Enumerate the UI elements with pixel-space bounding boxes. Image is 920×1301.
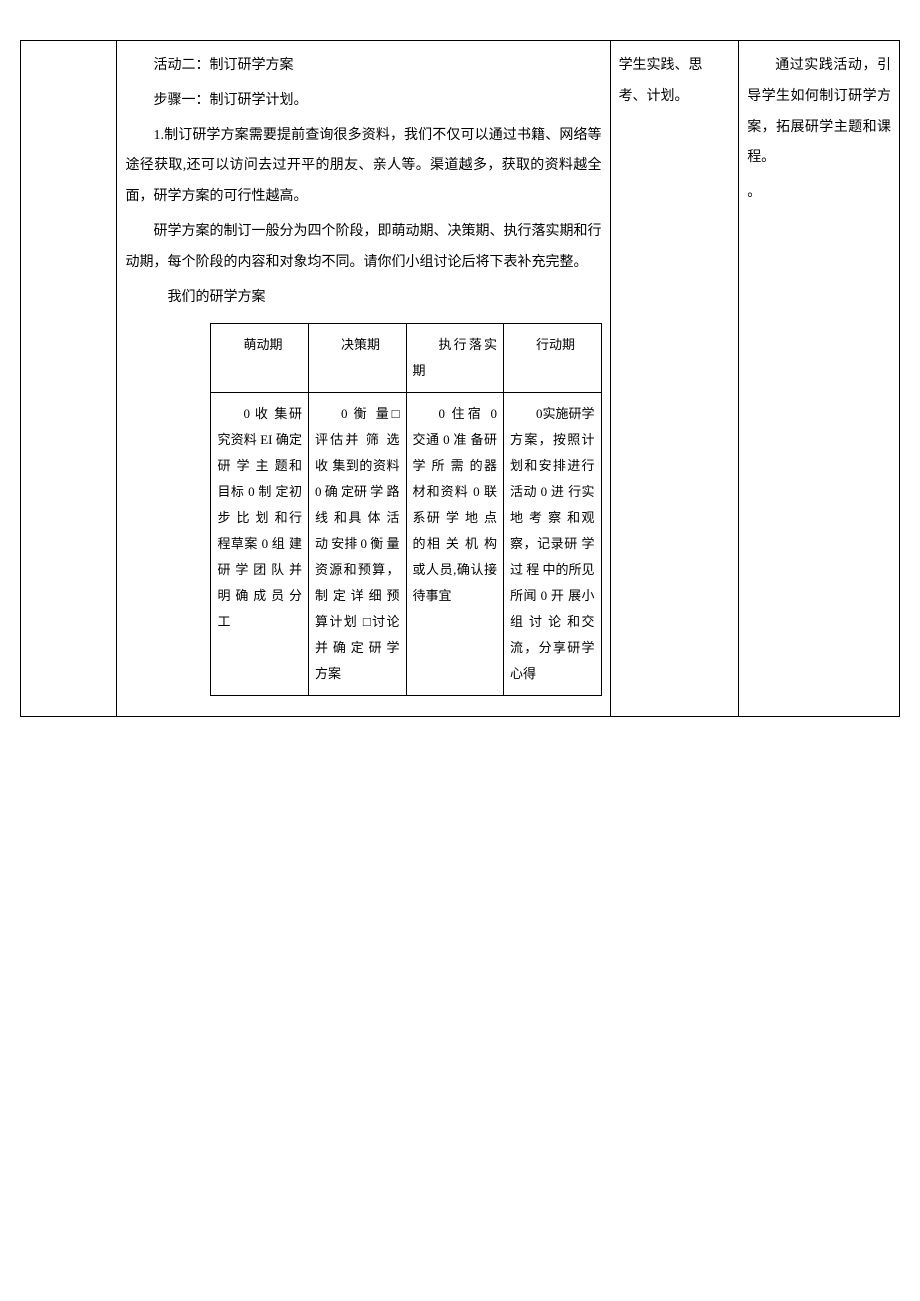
phase-cell-3: 0 住宿 0 交通 0 准 备研 学 所 需 的器材和资料 0 联 系研 学 地… <box>406 393 504 696</box>
phase-header-1: 萌动期 <box>211 324 309 393</box>
paragraph-2: 研学方案的制订一般分为四个阶段，即萌动期、决策期、执行落实期和行动期，每个阶段的… <box>125 217 601 279</box>
phase-cell-1: 0 收 集研究资料 EI 确定 研 学 主 题和目标 0 制 定初 步 比 划 … <box>211 393 309 696</box>
col-student-activity: 学生实践、思考、计划。 <box>610 41 739 717</box>
paragraph-1: 1.制订研学方案需要提前查询很多资料，我们不仅可以通过书籍、网络等途径获取,还可… <box>125 121 601 213</box>
design-intent-text: 通过实践活动，引导学生如何制订研学方案，拓展研学主题和课程。 <box>747 51 891 174</box>
study-plan-phases-table: 萌动期 决策期 执行落实期 行动期 0 收 集研究资料 EI 确定 研 学 主 … <box>210 323 601 696</box>
phase-header-4: 行动期 <box>504 324 602 393</box>
phase-header-3: 执行落实期 <box>406 324 504 393</box>
phase-cell-4: 0实施研学方案，按照计划和安排进行活动 0 进 行实 地 考 察 和观察，记录研… <box>504 393 602 696</box>
step-title: 步骤一：制订研学计划。 <box>125 86 601 117</box>
lesson-plan-table: 活动二：制订研学方案 步骤一：制订研学计划。 1.制订研学方案需要提前查询很多资… <box>20 40 900 717</box>
extra-period: 。 <box>747 178 891 209</box>
table-caption: 我们的研学方案 <box>125 283 601 314</box>
col-empty <box>21 41 117 717</box>
activity-title: 活动二：制订研学方案 <box>125 51 601 82</box>
phase-cell-2: 0 衡 量□评估并 筛 选 收 集到的资料 0 确 定研 学 路 线 和具 体 … <box>308 393 406 696</box>
col-main-content: 活动二：制订研学方案 步骤一：制订研学计划。 1.制订研学方案需要提前查询很多资… <box>117 41 610 717</box>
phase-header-2: 决策期 <box>308 324 406 393</box>
student-activity-text: 学生实践、思考、计划。 <box>619 58 703 104</box>
col-design-intent: 通过实践活动，引导学生如何制订研学方案，拓展研学主题和课程。 。 <box>739 41 900 717</box>
